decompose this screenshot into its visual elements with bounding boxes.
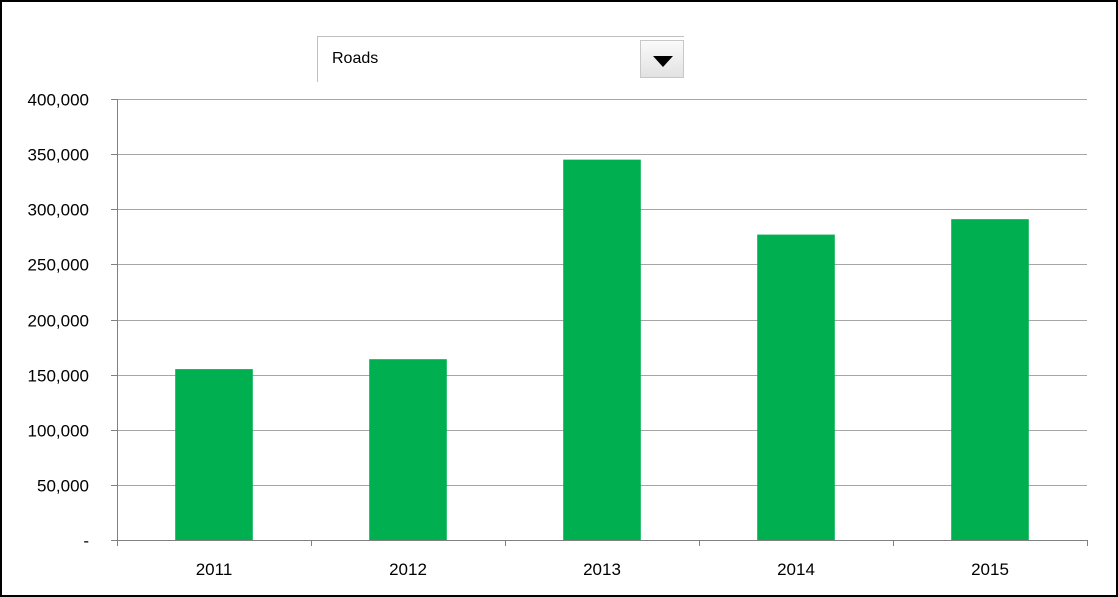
- x-tick-label: 2015: [971, 560, 1009, 579]
- dropdown-toggle-button[interactable]: [640, 40, 684, 78]
- y-tick-label: 400,000: [28, 91, 89, 110]
- bars: [175, 159, 1029, 541]
- bar: [757, 234, 835, 541]
- x-tick-label: 2013: [583, 560, 621, 579]
- y-tick-label: -: [83, 532, 89, 551]
- y-tick-label: 150,000: [28, 367, 89, 386]
- y-tick-label: 350,000: [28, 146, 89, 165]
- bar: [951, 219, 1029, 541]
- bar: [369, 359, 447, 540]
- dropdown-selected-value: Roads: [332, 50, 379, 67]
- y-tick-label: 50,000: [37, 477, 89, 496]
- bar: [175, 369, 253, 540]
- triangle-down-icon: [653, 56, 673, 67]
- bar: [563, 159, 641, 540]
- tick-labels: - 50,000 100,000 150,000 200,000 250,000 300,0…: [28, 91, 1009, 580]
- category-dropdown[interactable]: Roads: [317, 36, 684, 82]
- y-tick-label: 300,000: [28, 201, 89, 220]
- y-tick-label: 100,000: [28, 422, 89, 441]
- x-tick-label: 2011: [196, 560, 233, 579]
- x-tick-label: 2012: [389, 560, 427, 579]
- axes: [111, 99, 1088, 546]
- x-tick-label: 2014: [777, 560, 815, 579]
- y-tick-label: 250,000: [28, 256, 89, 275]
- y-tick-label: 200,000: [28, 312, 89, 331]
